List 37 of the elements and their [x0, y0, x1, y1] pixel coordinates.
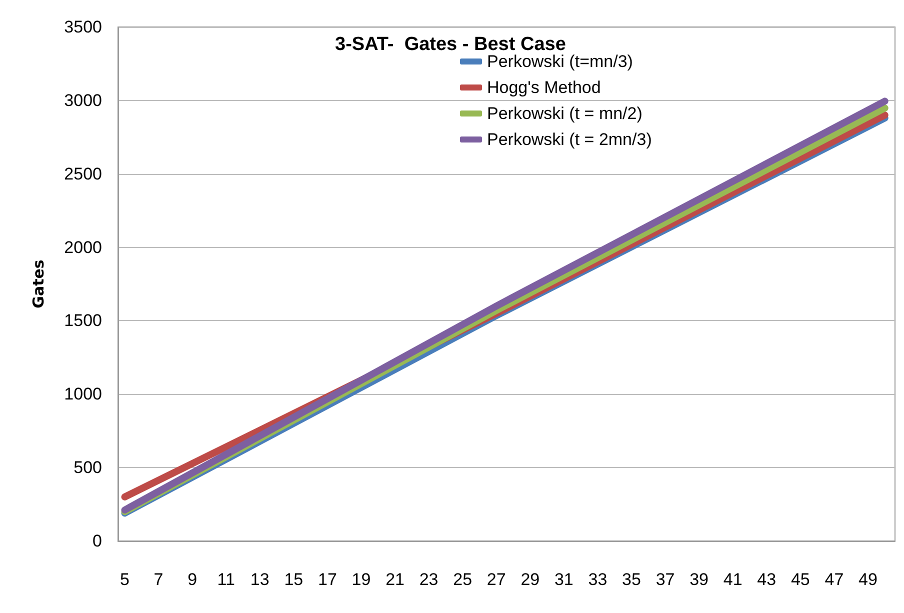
x-tick-label: 47: [824, 570, 844, 589]
legend-label: Perkowski (t=mn/3): [487, 52, 633, 71]
x-tick-label: 5: [120, 570, 130, 589]
y-tick-label: 2500: [64, 164, 102, 184]
x-tick-label: 27: [486, 570, 506, 589]
y-tick-label: 3000: [64, 90, 102, 110]
y-axis-title: Gates: [30, 260, 48, 308]
y-tick-label: 1500: [64, 311, 102, 330]
x-tick-label: 13: [250, 570, 270, 589]
x-tick-label: 31: [554, 570, 574, 589]
x-tick-label: 21: [386, 570, 404, 589]
y-tick-label: 3500: [64, 18, 102, 36]
y-tick-label: 2000: [64, 238, 102, 257]
x-tick-label: 35: [622, 570, 641, 589]
x-tick-label: 37: [656, 570, 675, 589]
y-tick-label: 0: [92, 532, 102, 550]
x-tick-label: 25: [453, 570, 472, 589]
legend-label: Perkowski (t = mn/2): [487, 104, 642, 123]
x-tick-label: 49: [858, 570, 878, 589]
legend-label: Hogg's Method: [487, 78, 601, 97]
legend-label: Perkowski (t = 2mn/3): [487, 130, 652, 149]
x-tick-label: 9: [188, 570, 198, 589]
chart-title: 3-SAT- Gates - Best Case: [335, 34, 566, 55]
x-tick-label: 33: [588, 570, 608, 589]
x-tick-label: 11: [217, 570, 235, 589]
x-tick-label: 29: [520, 570, 540, 589]
x-tick-label: 15: [284, 570, 304, 589]
y-tick-label: 500: [74, 458, 102, 478]
x-tick-label: 19: [352, 570, 371, 589]
x-tick-label: 41: [723, 570, 742, 589]
y-tick-label: 1000: [64, 384, 102, 404]
x-tick-label: 17: [318, 570, 337, 589]
x-tick-label: 23: [419, 570, 438, 589]
x-tick-label: 43: [757, 570, 776, 589]
x-tick-label: 45: [790, 570, 810, 589]
x-tick-label: 39: [690, 570, 709, 589]
x-tick-label: 7: [154, 570, 164, 589]
